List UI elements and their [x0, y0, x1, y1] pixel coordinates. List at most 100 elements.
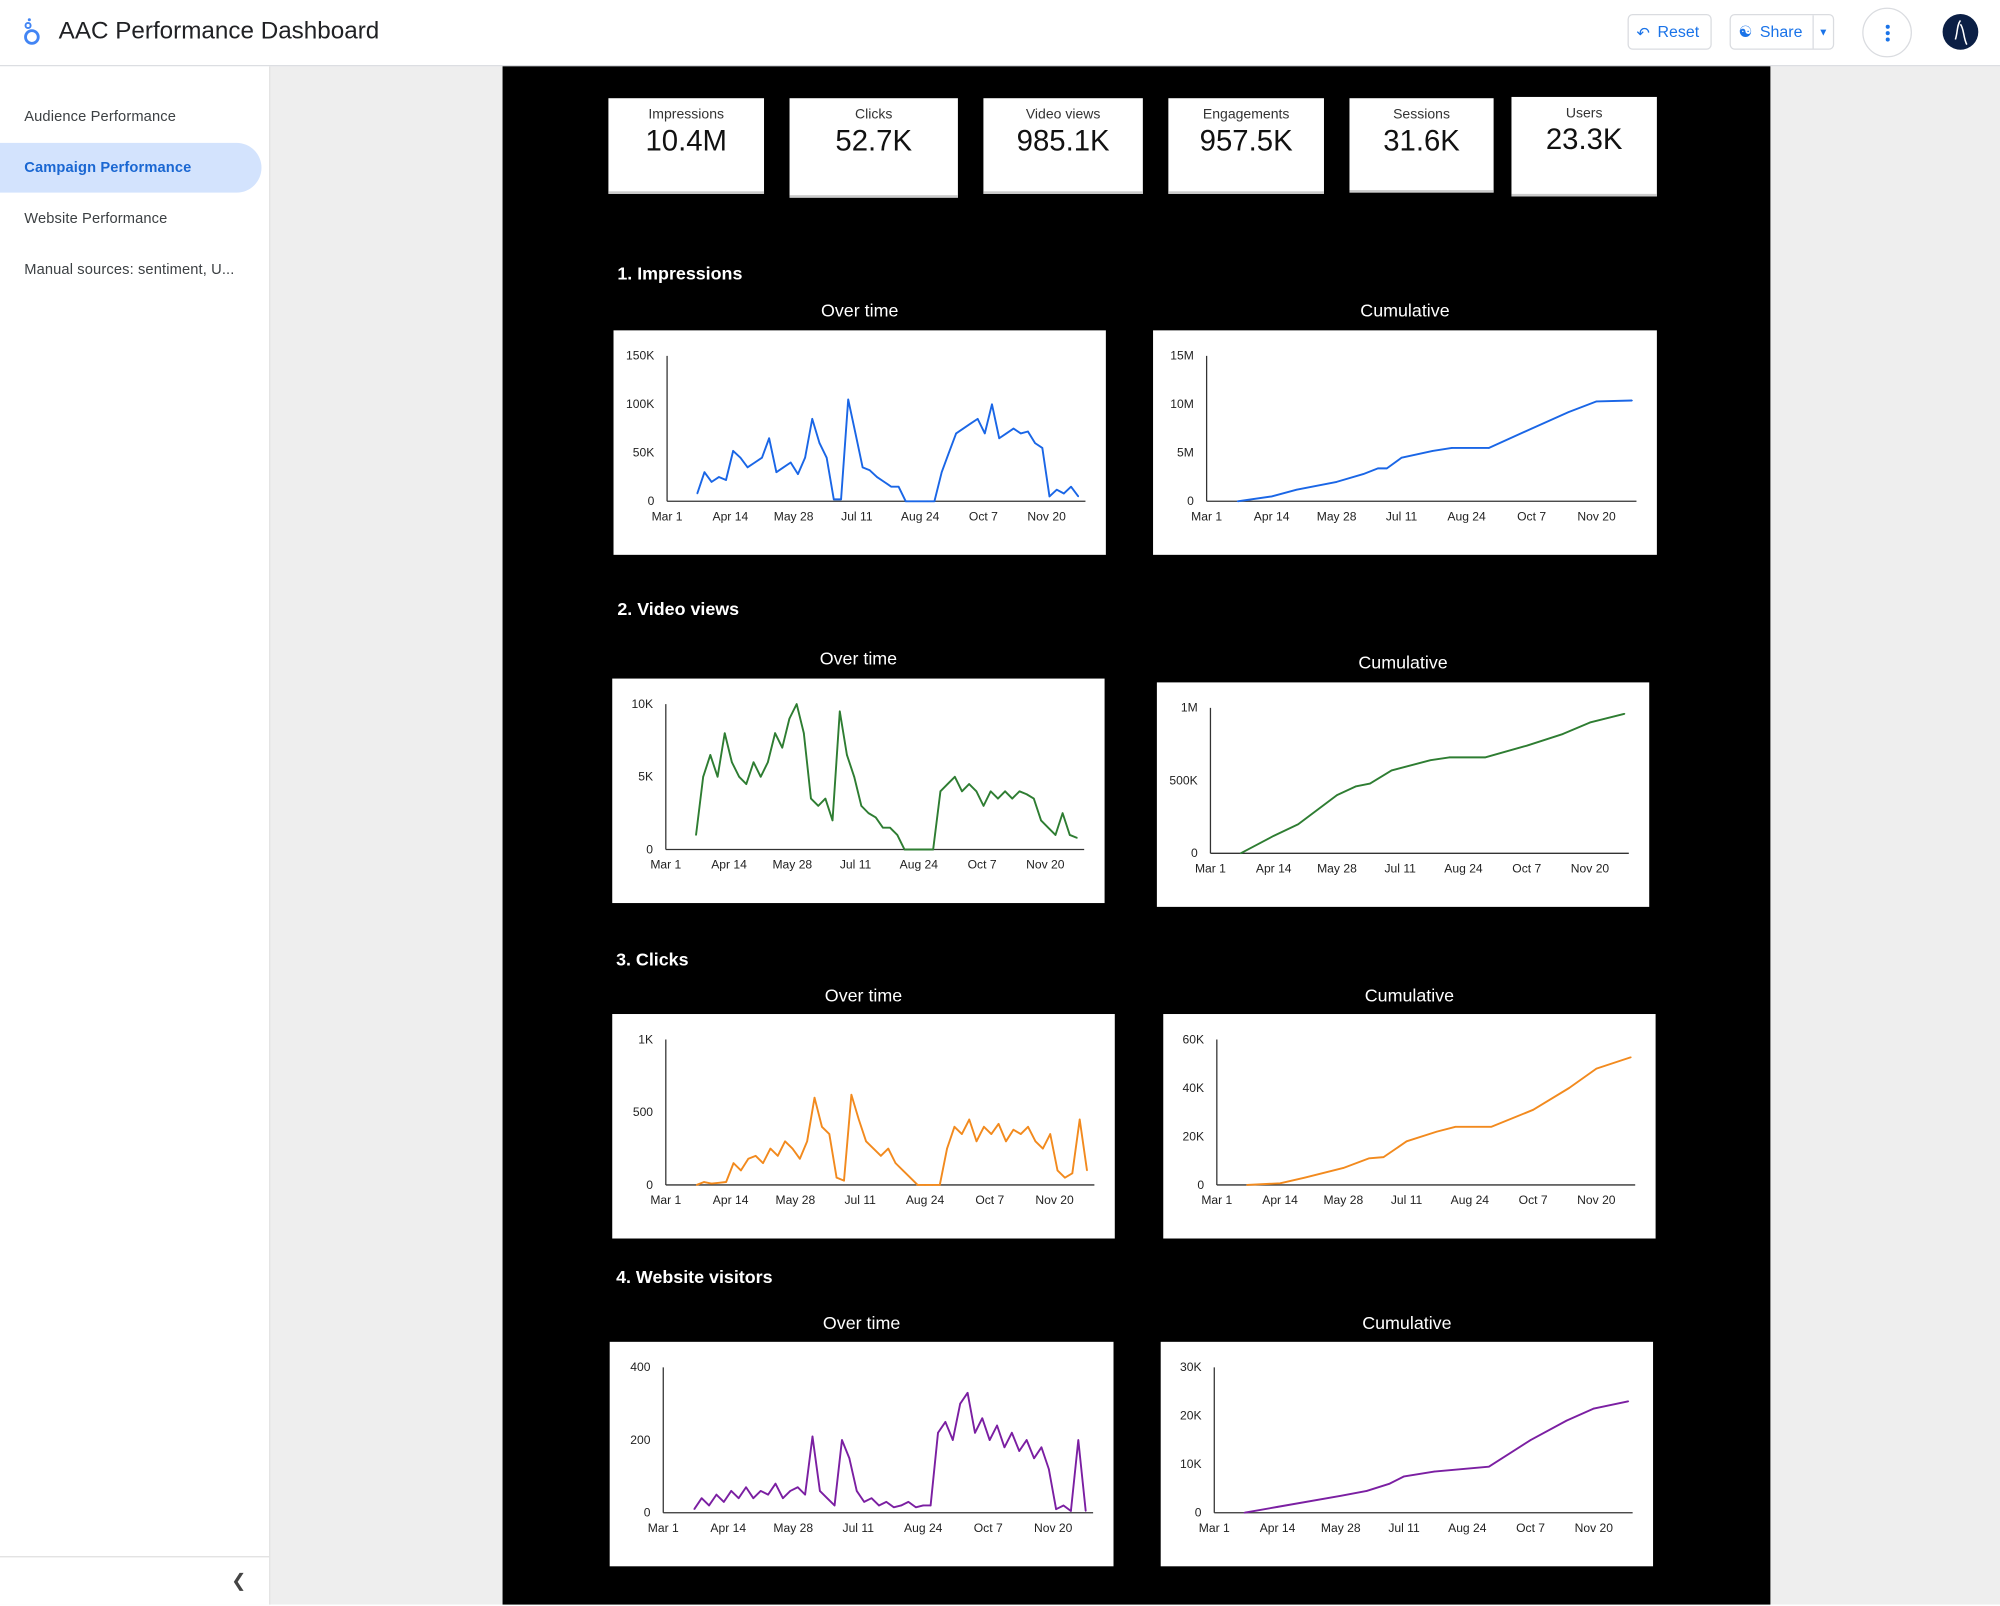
data-point [937, 1432, 939, 1434]
data-point [961, 790, 963, 793]
looker-studio-logo[interactable] [22, 18, 42, 46]
data-point [1276, 1506, 1279, 1508]
y-tick-label: 10K [1180, 1457, 1202, 1471]
data-point [997, 797, 999, 800]
data-point [1077, 1439, 1080, 1441]
y-tick-label: 0 [648, 494, 655, 508]
x-tick-label: Apr 14 [710, 1521, 746, 1535]
kpi-value: 10.4M [645, 123, 727, 157]
y-tick-label: 1M [1181, 701, 1198, 715]
chart-title: Over time [819, 647, 898, 669]
data-point [1041, 447, 1044, 449]
data-point [959, 1402, 961, 1405]
data-point [887, 1147, 889, 1150]
data-point [878, 1504, 880, 1507]
data-point [889, 826, 891, 829]
data-point [725, 1181, 727, 1183]
data-point [991, 403, 993, 406]
data-point [1012, 1128, 1015, 1131]
kpi-engagements: Engagements 957.5K [1168, 98, 1324, 194]
data-point [909, 1176, 912, 1179]
data-point [1388, 1482, 1391, 1485]
data-point [1354, 785, 1357, 788]
data-point [1433, 1470, 1436, 1473]
data-point [880, 1155, 882, 1157]
video-views-cumulative-chart: 0 500K 1M Mar 1 Apr 14 May 28 Jul 11 Aug 24 Oct … [1156, 682, 1650, 907]
data-point [1005, 1140, 1007, 1143]
data-point [1061, 812, 1064, 814]
x-tick-label: Jul 11 [1386, 509, 1418, 523]
x-tick-label: Aug 24 [904, 1521, 943, 1535]
data-point [791, 1147, 794, 1150]
data-point [754, 461, 756, 464]
data-point [847, 398, 849, 401]
avatar[interactable] [1942, 14, 1979, 50]
data-point [1048, 495, 1051, 498]
x-tick-label: Aug 24 [906, 1193, 945, 1207]
collapse-sidebar-button[interactable]: ❮ [0, 1556, 270, 1606]
data-point [1529, 1439, 1532, 1441]
share-dropdown-caret-icon[interactable]: ▼ [1812, 15, 1832, 49]
data-point [1070, 1510, 1072, 1512]
data-point [896, 834, 899, 836]
data-point [1405, 1140, 1408, 1143]
data-point [840, 498, 842, 501]
nav-audience-performance[interactable]: Audience Performance [24, 109, 176, 125]
data-point [752, 761, 755, 764]
data-point [1532, 1109, 1534, 1111]
data-point [696, 492, 699, 495]
data-point [1362, 473, 1364, 475]
data-point [737, 1497, 740, 1499]
data-point [974, 1432, 976, 1434]
data-point [894, 1162, 897, 1164]
data-point [1595, 1067, 1598, 1070]
data-point [1019, 1133, 1022, 1135]
data-point [723, 732, 726, 734]
data-point [933, 500, 936, 503]
x-tick-label: Nov 20 [1034, 1521, 1073, 1535]
data-point [848, 1457, 851, 1459]
data-point [1084, 1510, 1087, 1512]
data-point [1034, 1140, 1037, 1143]
data-point [1076, 837, 1078, 839]
x-tick-label: Apr 14 [1254, 509, 1290, 523]
data-point [703, 471, 706, 473]
x-tick-label: May 28 [1317, 861, 1357, 875]
chart-title: Cumulative [1364, 984, 1455, 1006]
data-point [739, 456, 742, 459]
data-point [860, 805, 863, 807]
y-tick-label: 5M [1177, 446, 1194, 460]
nav-campaign-performance[interactable]: Campaign Performance [0, 142, 262, 193]
data-point [813, 1096, 816, 1099]
data-point [912, 500, 914, 503]
data-point [788, 717, 791, 720]
more-options-button[interactable] [1862, 7, 1912, 58]
data-point [1011, 797, 1014, 800]
share-button[interactable]: ☯ Share ▼ [1729, 14, 1835, 50]
data-point [997, 1123, 1000, 1125]
nav-manual-sources[interactable]: Manual sources: sentiment, U... [24, 262, 235, 278]
nav-website-performance[interactable]: Website Performance [24, 211, 168, 227]
x-tick-label: May 28 [773, 1521, 813, 1535]
data-point [892, 1506, 895, 1509]
kpi-label: Clicks [855, 107, 893, 123]
x-tick-label: Jul 11 [841, 509, 873, 523]
chart-svg: 0 5M 10M 15M Mar 1 Apr 14 May 28 Jul 11 Aug 24 Oc… [1170, 349, 1637, 523]
y-tick-label: 500K [1169, 773, 1197, 787]
data-point [826, 1497, 828, 1499]
share-label: Share [1759, 22, 1803, 41]
reset-button[interactable]: ↶ Reset [1627, 14, 1712, 50]
data-point [811, 1435, 814, 1438]
x-tick-label: Jul 11 [845, 1193, 877, 1207]
data-point [910, 848, 913, 851]
data-point [1390, 769, 1393, 772]
kpi-impressions: Impressions 10.4M [608, 98, 765, 194]
data-point [1034, 442, 1036, 444]
x-tick-label: Jul 11 [843, 1521, 875, 1535]
data-point [708, 1504, 710, 1507]
data-point [702, 776, 704, 778]
data-point [747, 1158, 750, 1160]
x-tick-label: Jul 11 [1385, 861, 1417, 875]
data-point [782, 466, 785, 469]
y-tick-label: 50K [633, 446, 655, 460]
